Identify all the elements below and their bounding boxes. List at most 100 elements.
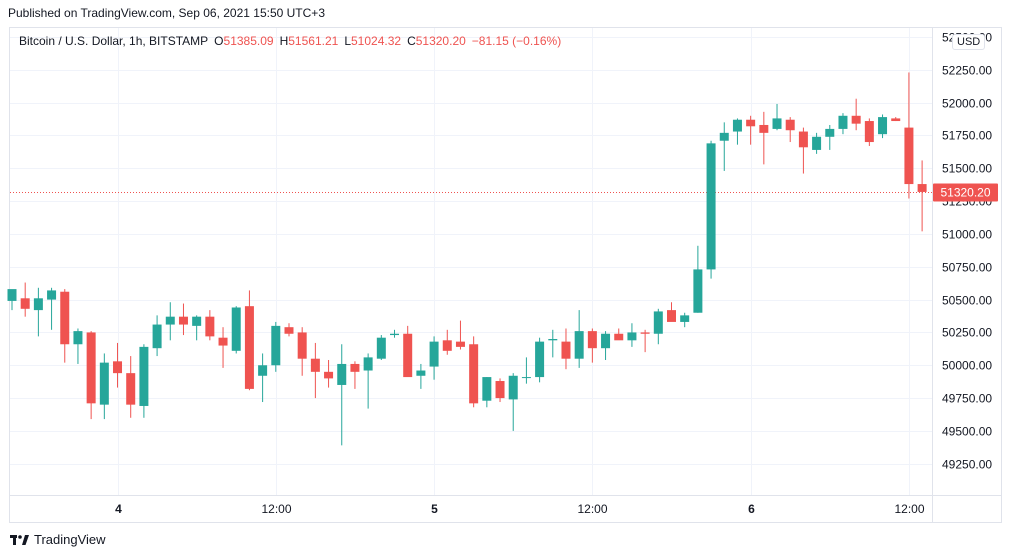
- y-tick-label: 52250.00: [942, 64, 992, 78]
- candle-body: [20, 298, 30, 309]
- candle-up: [653, 308, 663, 345]
- candle-down: [442, 329, 452, 355]
- close-label: C: [407, 34, 416, 48]
- x-tick-label: 4: [115, 502, 122, 516]
- candle-body: [86, 332, 96, 404]
- x-tick-label: 12:00: [577, 502, 607, 516]
- candle-body: [535, 341, 545, 378]
- candles: [7, 72, 927, 446]
- candle-body: [390, 333, 400, 336]
- candle-body: [640, 332, 650, 334]
- candle-down: [798, 127, 808, 174]
- candle-up: [7, 289, 17, 311]
- candle-up: [878, 114, 888, 139]
- candle-up: [99, 353, 109, 420]
- candle-down: [667, 302, 676, 322]
- candle-body: [178, 316, 188, 325]
- candle-down: [86, 331, 96, 420]
- candle-up: [258, 353, 268, 403]
- y-tick-label: 50000.00: [942, 359, 992, 373]
- candle-body: [732, 119, 742, 132]
- candle-up: [548, 329, 558, 358]
- candle-body: [680, 315, 690, 322]
- candle-up: [693, 245, 703, 313]
- candle-down: [455, 320, 465, 350]
- candle-down: [178, 303, 188, 336]
- last-price-badge-group: 51320.20: [933, 183, 998, 202]
- candle-body: [376, 337, 386, 359]
- candle-body: [693, 269, 703, 313]
- candle-body: [864, 121, 874, 143]
- time-axis[interactable]: 4 12:00 5 12:00 6 12:00: [115, 502, 925, 516]
- price-axis[interactable]: 49250.00 49500.00 49750.00 50000.00 50250.00…: [942, 31, 992, 472]
- candle-body: [627, 332, 637, 341]
- candle-body: [324, 371, 334, 379]
- candle-body: [244, 306, 254, 389]
- candle-down: [205, 310, 215, 341]
- y-tick-label: 50750.00: [942, 261, 992, 275]
- y-tick-label: 51750.00: [942, 129, 992, 143]
- candle-down: [746, 115, 756, 145]
- candle-up: [390, 329, 400, 338]
- candle-body: [113, 361, 123, 374]
- candle-up: [73, 328, 83, 364]
- candle-up: [152, 315, 162, 357]
- candle-down: [310, 342, 320, 399]
- candle-down: [904, 72, 914, 199]
- candle-up: [706, 140, 716, 279]
- candle-body: [192, 316, 202, 326]
- x-tick-label: 5: [431, 502, 438, 516]
- candle-body: [47, 290, 57, 300]
- published-caption: Published on TradingView.com, Sep 06, 20…: [8, 6, 325, 20]
- high-value: 51561.21: [288, 34, 339, 48]
- candle-body: [350, 363, 360, 372]
- candle-up: [508, 373, 518, 431]
- tradingview-footer[interactable]: TradingView: [10, 532, 106, 547]
- candle-up: [825, 124, 835, 150]
- candle-body: [878, 117, 888, 135]
- candle-down: [640, 329, 650, 353]
- candle-down: [917, 160, 927, 232]
- candle-body: [706, 143, 716, 270]
- candle-body: [495, 381, 505, 399]
- candle-down: [495, 378, 505, 403]
- candle-body: [838, 115, 848, 129]
- candle-down: [324, 360, 334, 388]
- candle-body: [310, 358, 320, 372]
- candle-body: [719, 132, 729, 141]
- candle-down: [218, 327, 228, 368]
- candle-up: [47, 287, 57, 330]
- candle-body: [218, 337, 228, 346]
- candle-down: [587, 328, 597, 363]
- candle-down: [851, 98, 861, 131]
- candle-down: [244, 290, 254, 391]
- y-tick-label: 52000.00: [942, 97, 992, 111]
- candle-body: [508, 375, 518, 400]
- candle-body: [284, 327, 294, 334]
- candle-up: [231, 306, 241, 354]
- candle-down: [113, 342, 123, 388]
- chart-frame[interactable]: [9, 27, 1002, 523]
- low-label: L: [344, 34, 351, 48]
- candle-body: [99, 362, 109, 405]
- candle-up: [337, 344, 347, 446]
- candle-up: [732, 118, 742, 145]
- candle-up: [680, 312, 690, 328]
- currency-button[interactable]: USD: [952, 34, 986, 50]
- candle-down: [126, 356, 136, 418]
- candle-body: [455, 341, 465, 347]
- candle-body: [297, 332, 307, 359]
- candle-up: [376, 335, 386, 361]
- symbol-title: Bitcoin / U.S. Dollar, 1h, BITSTAMP: [19, 34, 209, 48]
- candle-body: [165, 316, 175, 325]
- candle-body: [601, 333, 611, 349]
- candle-up: [627, 323, 637, 347]
- y-tick-label: 50500.00: [942, 294, 992, 308]
- x-tick-label: 12:00: [894, 502, 924, 516]
- y-tick-label: 49250.00: [942, 458, 992, 472]
- candle-up: [363, 353, 373, 409]
- candle-body: [7, 289, 17, 301]
- candle-down: [785, 117, 795, 143]
- low-value: 51024.32: [351, 34, 402, 48]
